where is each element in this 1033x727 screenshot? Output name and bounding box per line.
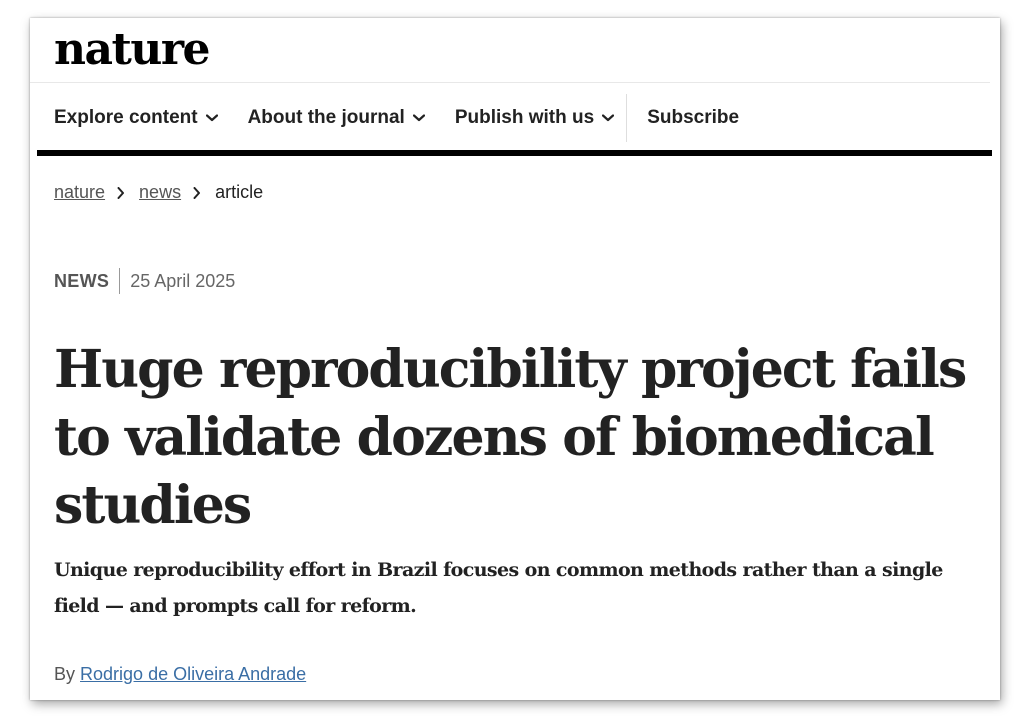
breadcrumb: nature news article (54, 182, 263, 203)
nav-publish-with-us-label: Publish with us (454, 107, 595, 128)
main-nav: Explore content About the journal Publis… (54, 94, 769, 142)
chevron-down-icon (412, 112, 425, 124)
nav-divider (626, 94, 628, 142)
nav-explore-content[interactable]: Explore content (54, 107, 218, 129)
nav-about-the-journal-label: About the journal (247, 107, 405, 128)
breadcrumb-news-link[interactable]: news (139, 182, 182, 202)
nav-publish-with-us[interactable]: Publish with us (454, 107, 615, 129)
nav-explore-content-label: Explore content (54, 107, 198, 128)
breadcrumb-current: article (215, 182, 264, 202)
meta-divider (119, 268, 121, 294)
chevron-right-icon (193, 186, 203, 199)
subscribe-link[interactable]: Subscribe (647, 107, 740, 128)
chevron-down-icon (205, 112, 218, 124)
chevron-right-icon (117, 186, 127, 199)
article-type-label: NEWS (54, 270, 110, 291)
byline-prefix: By (54, 664, 76, 684)
header-divider (30, 82, 990, 83)
publish-date: 25 April 2025 (130, 270, 236, 291)
nav-about-the-journal[interactable]: About the journal (248, 107, 425, 129)
article-standfirst: Unique reproducibility effort in Brazil … (54, 559, 943, 617)
nav-bottom-bar (37, 150, 992, 156)
chevron-down-icon (602, 112, 615, 124)
breadcrumb-nature-link[interactable]: nature (54, 182, 106, 202)
article-page: nature Explore content About the journal… (30, 18, 1000, 700)
author-link[interactable]: Rodrigo de Oliveira Andrade (80, 664, 307, 684)
article-meta: NEWS 25 April 2025 (54, 268, 235, 294)
byline: By Rodrigo de Oliveira Andrade (54, 664, 306, 685)
nature-logo[interactable]: nature (54, 24, 211, 75)
article-title: Huge reproducibility project fails to va… (54, 339, 967, 536)
